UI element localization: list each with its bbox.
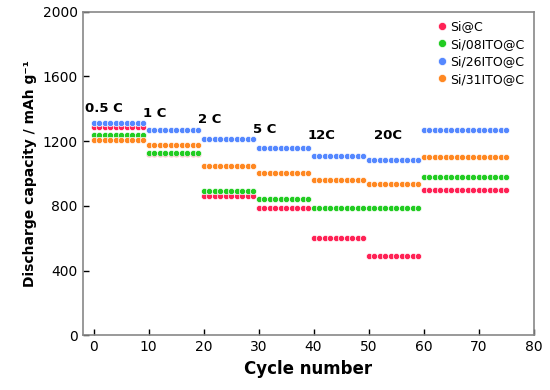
Si/26ITO@C <box>123 120 130 125</box>
Si/08ITO@C <box>129 132 135 137</box>
Si/08ITO@C <box>140 132 146 137</box>
Si/08ITO@C <box>118 132 124 137</box>
Si@C <box>112 124 119 129</box>
Si/31ITO@C <box>112 137 119 142</box>
Text: 20C: 20C <box>374 129 402 142</box>
Si/26ITO@C <box>90 120 97 125</box>
Line: Si@C: Si@C <box>90 124 146 130</box>
Si/31ITO@C <box>140 137 146 142</box>
Si/26ITO@C <box>96 120 102 125</box>
Line: Si/31ITO@C: Si/31ITO@C <box>90 136 146 143</box>
Si/08ITO@C <box>107 132 113 137</box>
Si@C <box>107 124 113 129</box>
Si/26ITO@C <box>101 120 108 125</box>
Si/26ITO@C <box>134 120 141 125</box>
Si/26ITO@C <box>112 120 119 125</box>
Y-axis label: Discharge capacity / mAh g⁻¹: Discharge capacity / mAh g⁻¹ <box>23 60 37 287</box>
Si@C <box>123 124 130 129</box>
Si/31ITO@C <box>107 137 113 142</box>
Si/31ITO@C <box>134 137 141 142</box>
Si/31ITO@C <box>90 137 97 142</box>
Si@C <box>129 124 135 129</box>
Si@C <box>90 124 97 129</box>
Text: 1 C: 1 C <box>143 107 166 120</box>
Si/08ITO@C <box>90 132 97 137</box>
Si/26ITO@C <box>107 120 113 125</box>
Line: Si/26ITO@C: Si/26ITO@C <box>90 119 146 126</box>
Si@C <box>140 124 146 129</box>
Si/08ITO@C <box>96 132 102 137</box>
X-axis label: Cycle number: Cycle number <box>244 360 372 378</box>
Si/26ITO@C <box>140 120 146 125</box>
Si@C <box>101 124 108 129</box>
Si/31ITO@C <box>123 137 130 142</box>
Si@C <box>96 124 102 129</box>
Text: 0.5 C: 0.5 C <box>85 102 123 115</box>
Si/08ITO@C <box>112 132 119 137</box>
Si/08ITO@C <box>101 132 108 137</box>
Si/31ITO@C <box>118 137 124 142</box>
Si/31ITO@C <box>96 137 102 142</box>
Si@C <box>118 124 124 129</box>
Si/31ITO@C <box>129 137 135 142</box>
Si/31ITO@C <box>101 137 108 142</box>
Legend: Si@C, Si/08ITO@C, Si/26ITO@C, Si/31ITO@C: Si@C, Si/08ITO@C, Si/26ITO@C, Si/31ITO@C <box>437 18 527 88</box>
Si@C <box>134 124 141 129</box>
Si/26ITO@C <box>118 120 124 125</box>
Text: 5 C: 5 C <box>253 123 276 136</box>
Line: Si/08ITO@C: Si/08ITO@C <box>90 131 146 138</box>
Text: 12C: 12C <box>308 129 336 142</box>
Si/26ITO@C <box>129 120 135 125</box>
Si/08ITO@C <box>123 132 130 137</box>
Si/08ITO@C <box>134 132 141 137</box>
Text: 2 C: 2 C <box>198 113 221 126</box>
